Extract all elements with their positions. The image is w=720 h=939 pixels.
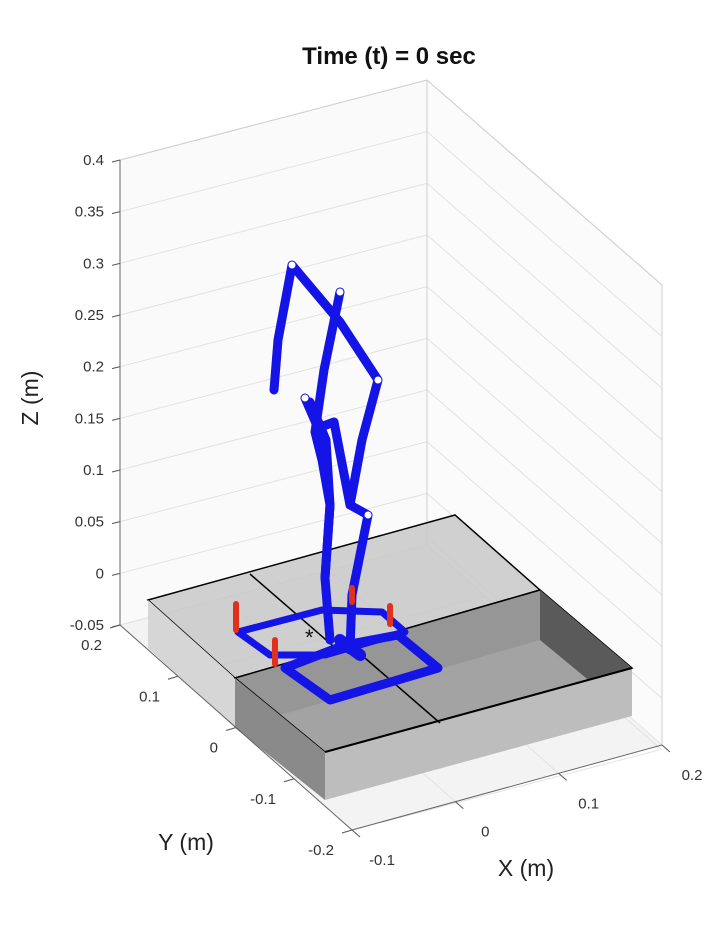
grid-line bbox=[119, 234, 428, 316]
y-tick-mark bbox=[109, 624, 121, 629]
x-tick-label: 0.1 bbox=[578, 795, 599, 812]
z-tick-mark bbox=[111, 262, 121, 266]
joint-marker bbox=[374, 376, 382, 384]
lower-step-front bbox=[325, 668, 632, 800]
grid-line bbox=[426, 389, 663, 596]
x-tick-mark bbox=[455, 801, 464, 810]
z-tick-labels: -0.05 0 0.05 0.1 0.15 0.2 0.25 0.3 0.35 0.4 bbox=[70, 152, 121, 634]
grid-line bbox=[426, 131, 663, 338]
mid-step-front bbox=[235, 678, 325, 800]
grid-line bbox=[119, 286, 428, 368]
chart-title: Time (t) = 0 sec bbox=[302, 43, 476, 70]
z-tick-mark bbox=[111, 366, 121, 370]
y-tick-label: 0 bbox=[210, 740, 218, 757]
robot-joints bbox=[288, 261, 382, 519]
x-tick-mark bbox=[351, 829, 361, 838]
z-tick-mark bbox=[111, 572, 121, 576]
grid-line bbox=[426, 286, 663, 493]
grid-line bbox=[119, 492, 428, 574]
upper-step-seam bbox=[249, 573, 341, 653]
grid-line bbox=[426, 337, 663, 544]
y-tick-mark bbox=[283, 778, 295, 783]
grid-line bbox=[426, 182, 663, 389]
x-axis-label: X (m) bbox=[498, 855, 554, 881]
robot-arm-left bbox=[269, 260, 383, 510]
joint-marker bbox=[288, 261, 296, 269]
robot-foot-back bbox=[234, 606, 409, 659]
grid-line bbox=[426, 234, 663, 441]
z-tick-label: 0.25 bbox=[75, 307, 104, 324]
joint-marker bbox=[364, 511, 372, 519]
x-tick-label: -0.1 bbox=[369, 852, 395, 869]
y-tick-label: 0.1 bbox=[139, 688, 160, 705]
terrain-edge-line bbox=[324, 667, 633, 753]
x-tick-mark bbox=[661, 744, 671, 753]
z-tick-mark bbox=[111, 417, 121, 421]
grid-line bbox=[119, 131, 428, 213]
x-axis-line bbox=[351, 744, 663, 831]
y-tick-label: -0.2 bbox=[308, 842, 334, 859]
force-vectors bbox=[233, 585, 393, 667]
robot-ankle bbox=[334, 634, 366, 661]
z-tick-label: 0.2 bbox=[83, 359, 104, 376]
y-axis-line bbox=[119, 624, 353, 831]
axes-outline bbox=[119, 79, 663, 745]
z-tick-mark bbox=[111, 521, 121, 525]
x-tick-label: 0 bbox=[481, 824, 489, 841]
y-tick-mark bbox=[225, 727, 237, 731]
y-axis-label: Y (m) bbox=[158, 829, 214, 855]
x-tick-labels: -0.1 0 0.1 0.2 bbox=[351, 744, 703, 869]
joint-marker bbox=[301, 394, 309, 402]
z-tick-label: 0.4 bbox=[83, 152, 104, 169]
grid-line bbox=[351, 749, 660, 831]
grid-line bbox=[119, 182, 428, 264]
joint-marker bbox=[336, 288, 344, 296]
z-axis-label: Z (m) bbox=[17, 371, 43, 426]
x-tick-label: 0.2 bbox=[682, 767, 703, 784]
z-tick-label: 0.35 bbox=[75, 204, 104, 221]
z-tick-mark bbox=[111, 314, 121, 318]
z-tick-mark bbox=[111, 469, 121, 473]
upper-step-front bbox=[148, 600, 235, 728]
y-tick-mark bbox=[167, 675, 179, 680]
z-tick-mark bbox=[111, 211, 121, 215]
y-tick-label: -0.1 bbox=[250, 791, 276, 808]
y-tick-labels: -0.2 -0.1 0 0.1 0.2 bbox=[81, 624, 353, 859]
z-tick-label: -0.05 bbox=[70, 617, 104, 634]
z-tick-mark bbox=[111, 159, 121, 163]
x-tick-mark bbox=[558, 772, 567, 781]
robot-body bbox=[234, 260, 443, 705]
robot-foot-front bbox=[280, 630, 443, 705]
grid-line bbox=[426, 441, 663, 648]
z-tick-label: 0.15 bbox=[75, 410, 104, 427]
z-tick-label: 0.3 bbox=[83, 255, 104, 272]
grid-line bbox=[119, 441, 428, 523]
z-tick-label: 0 bbox=[96, 565, 104, 582]
z-tick-label: 0.1 bbox=[83, 462, 104, 479]
center-of-mass-marker: * bbox=[305, 625, 314, 650]
robot-leg-right bbox=[305, 397, 335, 645]
z-tick-label: 0.05 bbox=[75, 514, 104, 531]
y-tick-mark bbox=[341, 829, 353, 834]
y-tick-label: 0.2 bbox=[81, 637, 102, 654]
